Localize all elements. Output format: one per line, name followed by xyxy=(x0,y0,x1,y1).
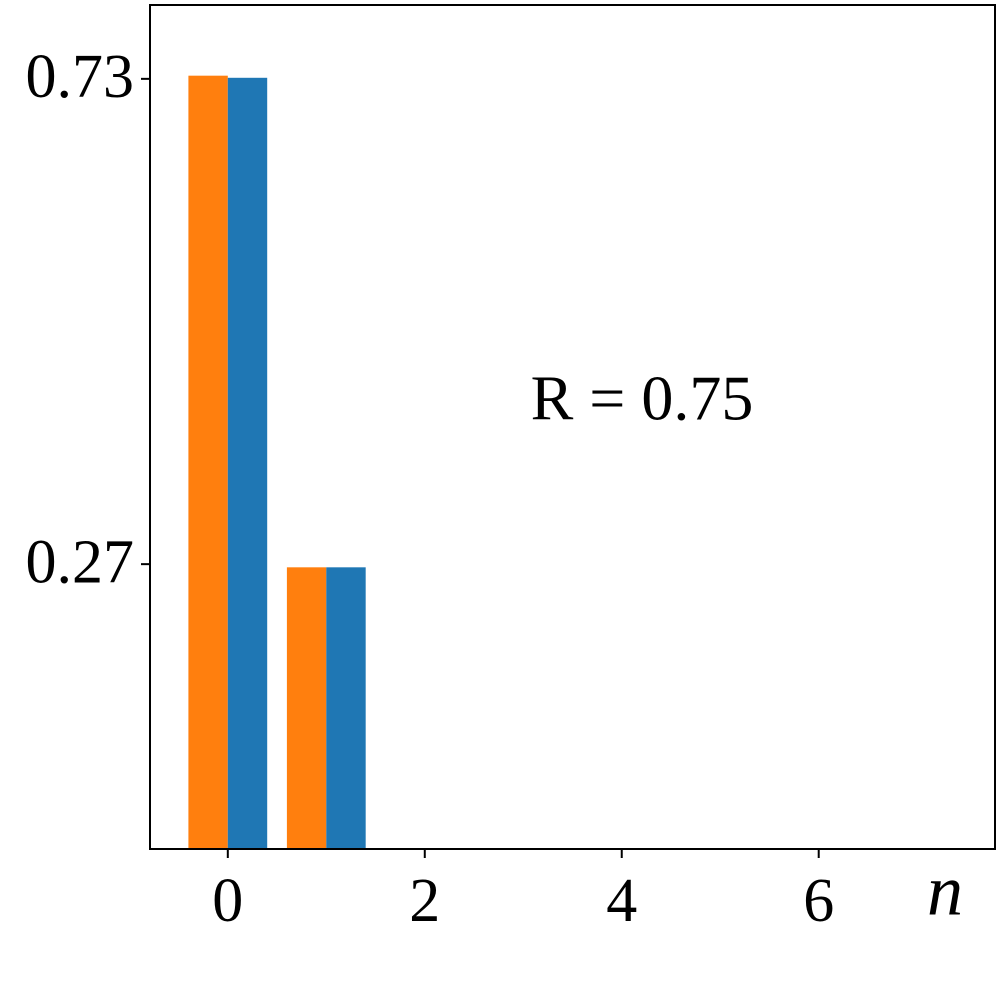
y-tick-label: 0.73 xyxy=(26,43,135,111)
x-tick-label: 0 xyxy=(212,867,243,935)
bar xyxy=(286,567,327,849)
x-tick-label: 2 xyxy=(409,867,440,935)
bar xyxy=(188,75,228,849)
annotation: R = 0.75 xyxy=(531,363,754,434)
bar xyxy=(326,567,366,849)
y-tick-label: 0.27 xyxy=(26,528,135,596)
x-tick-label: 4 xyxy=(606,867,637,935)
x-axis-label: n xyxy=(927,851,963,931)
plot-frame xyxy=(149,4,996,850)
bar xyxy=(227,77,268,850)
x-tick-label: 6 xyxy=(803,867,834,935)
